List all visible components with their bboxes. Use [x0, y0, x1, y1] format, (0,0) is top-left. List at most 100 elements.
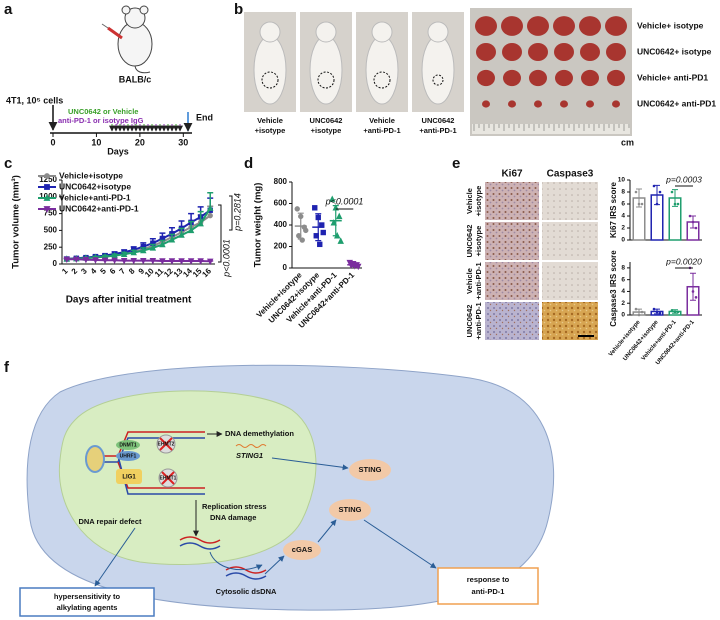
marker: [140, 257, 147, 265]
marker: [178, 258, 185, 265]
point: [634, 190, 638, 194]
legend-marker: [43, 194, 51, 201]
marker: [149, 257, 157, 265]
point: [637, 202, 641, 206]
marker: [197, 219, 204, 227]
point: [658, 311, 662, 315]
ruler: [472, 124, 630, 134]
replisome: [85, 445, 105, 473]
legend-marker: [43, 206, 51, 213]
arrow: [363, 519, 437, 569]
x-tick-label: 2: [70, 266, 80, 276]
y-tick-label: 4: [621, 213, 625, 220]
tumor-label: UNC0642+ isotype: [637, 46, 712, 56]
ihc-image: [542, 222, 598, 260]
legend-marker: [44, 184, 50, 190]
marker: [130, 248, 137, 256]
hypersensitivity-label: hypersensitivity to: [54, 592, 121, 601]
point: [691, 290, 695, 293]
dsdna-label: Cytosolic dsDNA: [216, 587, 277, 596]
tumor: [501, 16, 523, 36]
point: [652, 307, 656, 311]
marker: [187, 226, 195, 234]
tumor: [527, 16, 549, 36]
row-label: Vehicle: [465, 268, 474, 294]
point: [655, 202, 659, 206]
arrow: [264, 555, 285, 575]
error-bar: [297, 212, 304, 240]
nucleus: [58, 390, 317, 566]
tumor-photo: [470, 8, 632, 136]
mrna: [235, 444, 267, 448]
annotation: p<0.0001: [221, 239, 231, 278]
y-tick-label: 1250: [39, 175, 57, 184]
point: [670, 308, 674, 312]
tumor-outline: [261, 71, 279, 89]
x-tick-label: 6: [108, 266, 118, 276]
marker: [329, 195, 336, 202]
panel-b: cm Vehicle+isotypeUNC0642+isotypeVehicle…: [244, 8, 716, 147]
point: [676, 310, 680, 314]
sting-node: [329, 499, 371, 521]
marker: [168, 236, 176, 243]
ihc-image: [485, 302, 539, 340]
point: [652, 184, 656, 188]
marker: [207, 212, 213, 219]
marker: [294, 206, 300, 212]
series-line: [66, 258, 211, 263]
row-label: +isotype: [474, 226, 483, 257]
y-tick-label: 10: [618, 177, 626, 184]
marker: [92, 257, 99, 264]
tumor: [607, 69, 625, 87]
row-label: +anti-PD-1: [474, 302, 483, 339]
arrow: [209, 551, 263, 571]
tumor: [554, 43, 574, 61]
x-axis-label: Days after initial treatment: [66, 295, 192, 306]
strain: BALB/c: [119, 74, 152, 84]
cgas-label: cGAS: [292, 545, 312, 554]
ihc-image: [485, 262, 539, 300]
mouse-head: [427, 21, 449, 43]
marker: [101, 257, 109, 265]
marker: [111, 257, 118, 265]
marker: [149, 244, 157, 251]
panel-label: c: [4, 155, 12, 172]
mouse-head: [371, 21, 393, 43]
protein-label: LIG1: [122, 475, 136, 481]
x-tick-label: 16: [200, 266, 213, 279]
legend-label: Vehicle+isotype: [59, 170, 123, 180]
row-label: UNC0642: [465, 225, 474, 258]
tumor: [477, 69, 495, 87]
y-tick-label: 8: [621, 265, 625, 272]
x-tick-label: 9: [137, 266, 147, 276]
tumor: [606, 43, 626, 61]
x-tick-label: 4: [89, 266, 99, 276]
panel-label: b: [234, 1, 243, 18]
x-tick-label: 3: [79, 266, 89, 276]
point: [637, 313, 641, 317]
panel-label: f: [4, 359, 10, 376]
marker: [159, 240, 166, 248]
legend-label: UNC0642+isotype: [59, 181, 131, 191]
protein-label: DNMT1: [119, 442, 136, 448]
y-tick-label: 6: [621, 276, 625, 283]
y-tick-label: 1000: [39, 192, 57, 201]
point: [673, 202, 677, 206]
panel-label: e: [452, 155, 460, 172]
tumor: [529, 69, 547, 87]
cgas-node: [283, 540, 321, 560]
row-label: +isotype: [474, 186, 483, 217]
timeline-tick-label: 30: [178, 137, 188, 147]
mouse-label: UNC0642: [422, 116, 455, 125]
ihc-image: [542, 182, 598, 220]
marker: [178, 231, 185, 238]
marker: [120, 250, 128, 257]
marker: [320, 229, 326, 236]
marker: [63, 256, 71, 264]
y-tick-label: 800: [274, 177, 288, 186]
treatment-arrows: [109, 124, 183, 132]
panel-label: d: [244, 155, 253, 172]
